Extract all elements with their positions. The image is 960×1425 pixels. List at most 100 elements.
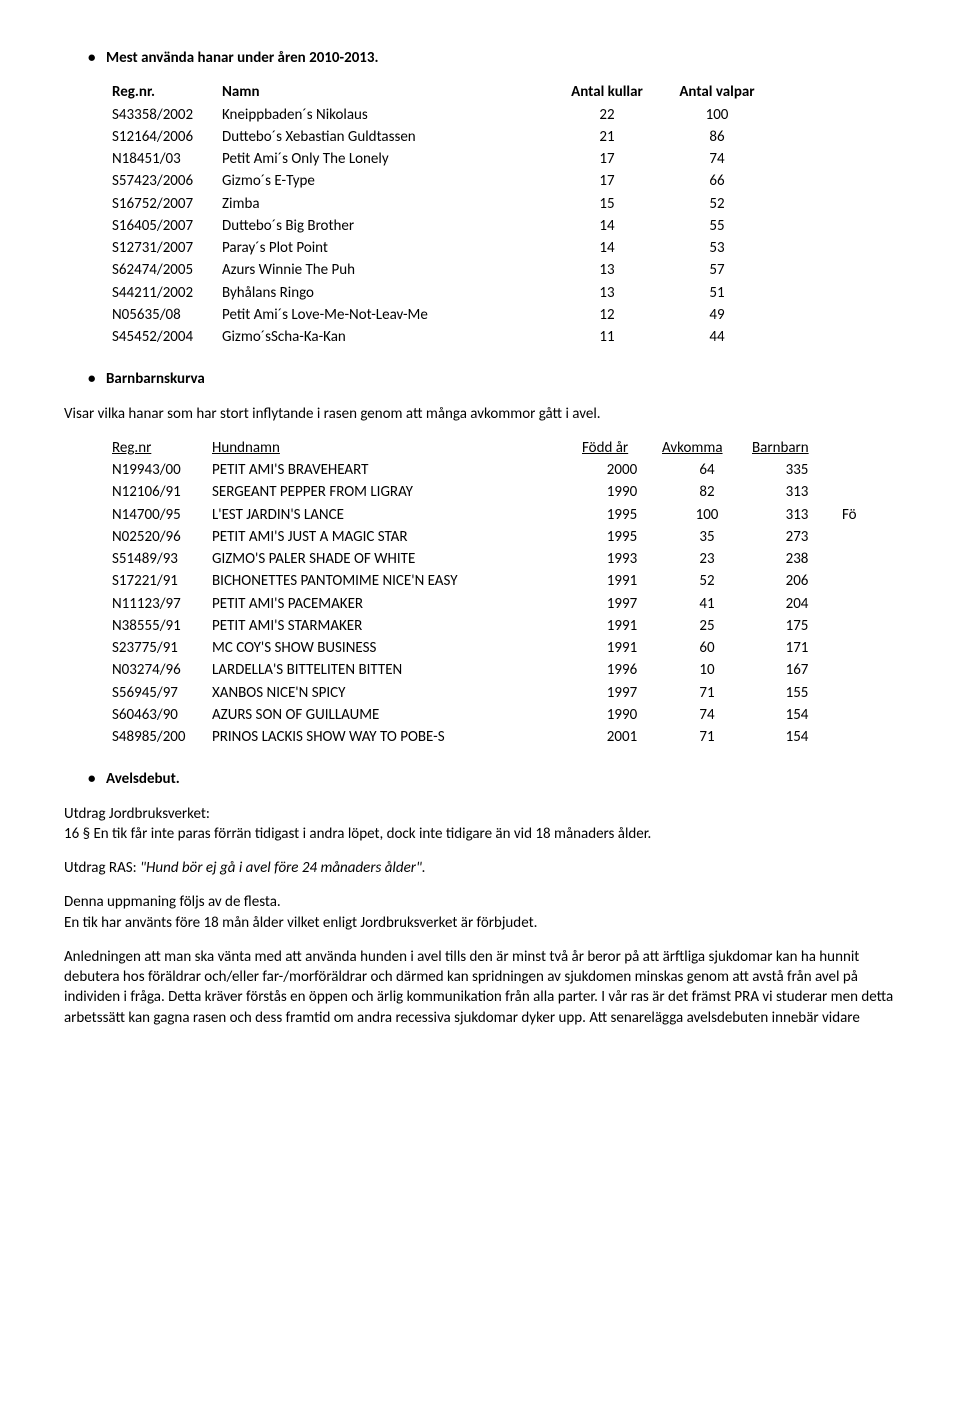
cell: Gizmo´s E-Type bbox=[222, 171, 552, 193]
cell: LARDELLA'S BITTELITEN BITTEN bbox=[212, 660, 582, 682]
cell: N11123/97 bbox=[112, 594, 212, 616]
col-avkomma: Avkomma bbox=[662, 439, 723, 457]
cell: Petit Ami´s Only The Lonely bbox=[222, 149, 552, 171]
cell bbox=[842, 727, 882, 749]
p2a: Utdrag RAS: bbox=[64, 859, 140, 877]
cell: Gizmo´sScha-Ka-Kan bbox=[222, 327, 552, 349]
cell: N02520/96 bbox=[112, 527, 212, 549]
cell bbox=[842, 683, 882, 705]
table-grandchildren-curve: N19943/00PETIT AMI'S BRAVEHEART200064335… bbox=[112, 460, 882, 749]
cell: 1997 bbox=[582, 594, 662, 616]
p3b: En tik har använts före 18 mån ålder vil… bbox=[64, 914, 537, 932]
cell: 1997 bbox=[582, 683, 662, 705]
cell: 23 bbox=[662, 549, 752, 571]
p1a: Utdrag Jordbruksverket: bbox=[64, 805, 210, 823]
cell: 2001 bbox=[582, 727, 662, 749]
table-row: S16405/2007Duttebo´s Big Brother1455 bbox=[112, 216, 772, 238]
cell: 55 bbox=[662, 216, 772, 238]
cell: 1991 bbox=[582, 616, 662, 638]
cell: S43358/2002 bbox=[112, 105, 222, 127]
cell: 1991 bbox=[582, 638, 662, 660]
cell: GIZMO'S PALER SHADE OF WHITE bbox=[212, 549, 582, 571]
p1b: 16 § En tik får inte paras förrän tidiga… bbox=[64, 825, 651, 843]
table-row: S17221/91BICHONETTES PANTOMIME NICE'N EA… bbox=[112, 571, 882, 593]
bullet-icon: • bbox=[88, 769, 106, 789]
cell: MC COY'S SHOW BUSINESS bbox=[212, 638, 582, 660]
cell: SERGEANT PEPPER FROM LIGRAY bbox=[212, 482, 582, 504]
cell: 71 bbox=[662, 727, 752, 749]
cell: S51489/93 bbox=[112, 549, 212, 571]
cell: 21 bbox=[552, 127, 662, 149]
cell: 2000 bbox=[582, 460, 662, 482]
cell: N38555/91 bbox=[112, 616, 212, 638]
col-puppies: Antal valpar bbox=[662, 82, 772, 104]
cell: 22 bbox=[552, 105, 662, 127]
section2-title: Barnbarnskurva bbox=[106, 369, 205, 389]
section1-title: Mest använda hanar under åren 2010-2013. bbox=[106, 48, 379, 68]
cell bbox=[842, 482, 882, 504]
cell bbox=[842, 571, 882, 593]
cell bbox=[842, 705, 882, 727]
cell: L'EST JARDIN'S LANCE bbox=[212, 505, 582, 527]
cell: 17 bbox=[552, 171, 662, 193]
cell bbox=[842, 660, 882, 682]
cell: Kneippbaden´s Nikolaus bbox=[222, 105, 552, 127]
cell: 155 bbox=[752, 683, 842, 705]
cell bbox=[842, 549, 882, 571]
section2-intro: Visar vilka hanar som har stort inflytan… bbox=[64, 404, 896, 424]
cell: AZURS SON OF GUILLAUME bbox=[212, 705, 582, 727]
cell: 52 bbox=[662, 194, 772, 216]
cell: S60463/90 bbox=[112, 705, 212, 727]
cell: 86 bbox=[662, 127, 772, 149]
col-regnr: Reg.nr bbox=[112, 439, 151, 457]
cell: S62474/2005 bbox=[112, 260, 222, 282]
cell: 1990 bbox=[582, 482, 662, 504]
para-compliance: Denna uppmaning följs av de flesta. En t… bbox=[64, 892, 896, 933]
table-row: N12106/91SERGEANT PEPPER FROM LIGRAY1990… bbox=[112, 482, 882, 504]
cell: 66 bbox=[662, 171, 772, 193]
cell: 11 bbox=[552, 327, 662, 349]
cell: Azurs Winnie The Puh bbox=[222, 260, 552, 282]
cell: S17221/91 bbox=[112, 571, 212, 593]
cell: 82 bbox=[662, 482, 752, 504]
cell: 204 bbox=[752, 594, 842, 616]
cell: 44 bbox=[662, 327, 772, 349]
table2-header: Reg.nr Hundnamn Född år Avkomma Barnbarn bbox=[112, 438, 896, 458]
section1-heading: • Mest använda hanar under åren 2010-201… bbox=[88, 48, 896, 68]
table-row: S12731/2007Paray´s Plot Point1453 bbox=[112, 238, 772, 260]
cell: 13 bbox=[552, 260, 662, 282]
cell: 238 bbox=[752, 549, 842, 571]
cell: 1990 bbox=[582, 705, 662, 727]
cell: 14 bbox=[552, 238, 662, 260]
table-row: S16752/2007Zimba1552 bbox=[112, 194, 772, 216]
cell: PETIT AMI'S JUST A MAGIC STAR bbox=[212, 527, 582, 549]
cell: 273 bbox=[752, 527, 842, 549]
table-row: S43358/2002Kneippbaden´s Nikolaus22100 bbox=[112, 105, 772, 127]
cell: Paray´s Plot Point bbox=[222, 238, 552, 260]
col-hundnamn: Hundnamn bbox=[212, 439, 280, 457]
cell: 1993 bbox=[582, 549, 662, 571]
para-jordbruksverket: Utdrag Jordbruksverket: 16 § En tik får … bbox=[64, 804, 896, 845]
section2-heading: • Barnbarnskurva bbox=[88, 369, 896, 389]
cell: Byhålans Ringo bbox=[222, 283, 552, 305]
table-row: S23775/91MC COY'S SHOW BUSINESS199160171 bbox=[112, 638, 882, 660]
cell: S16405/2007 bbox=[112, 216, 222, 238]
table-row: S12164/2006Duttebo´s Xebastian Guldtasse… bbox=[112, 127, 772, 149]
table-row: S57423/2006Gizmo´s E-Type1766 bbox=[112, 171, 772, 193]
table-row: S44211/2002Byhålans Ringo1351 bbox=[112, 283, 772, 305]
cell: S45452/2004 bbox=[112, 327, 222, 349]
cell: 154 bbox=[752, 727, 842, 749]
para-ras: Utdrag RAS: "Hund bör ej gå i avel före … bbox=[64, 858, 896, 878]
cell: 12 bbox=[552, 305, 662, 327]
cell: 41 bbox=[662, 594, 752, 616]
table-row: N14700/95L'EST JARDIN'S LANCE1995100313F… bbox=[112, 505, 882, 527]
cell: 1996 bbox=[582, 660, 662, 682]
cell: S12731/2007 bbox=[112, 238, 222, 260]
cell: XANBOS NICE'N SPICY bbox=[212, 683, 582, 705]
cell: 74 bbox=[662, 705, 752, 727]
cell: 1995 bbox=[582, 505, 662, 527]
cell: N03274/96 bbox=[112, 660, 212, 682]
cell: 206 bbox=[752, 571, 842, 593]
section3-title: Avelsdebut. bbox=[106, 769, 180, 789]
p2b: "Hund bör ej gå i avel före 24 månaders … bbox=[140, 859, 426, 877]
